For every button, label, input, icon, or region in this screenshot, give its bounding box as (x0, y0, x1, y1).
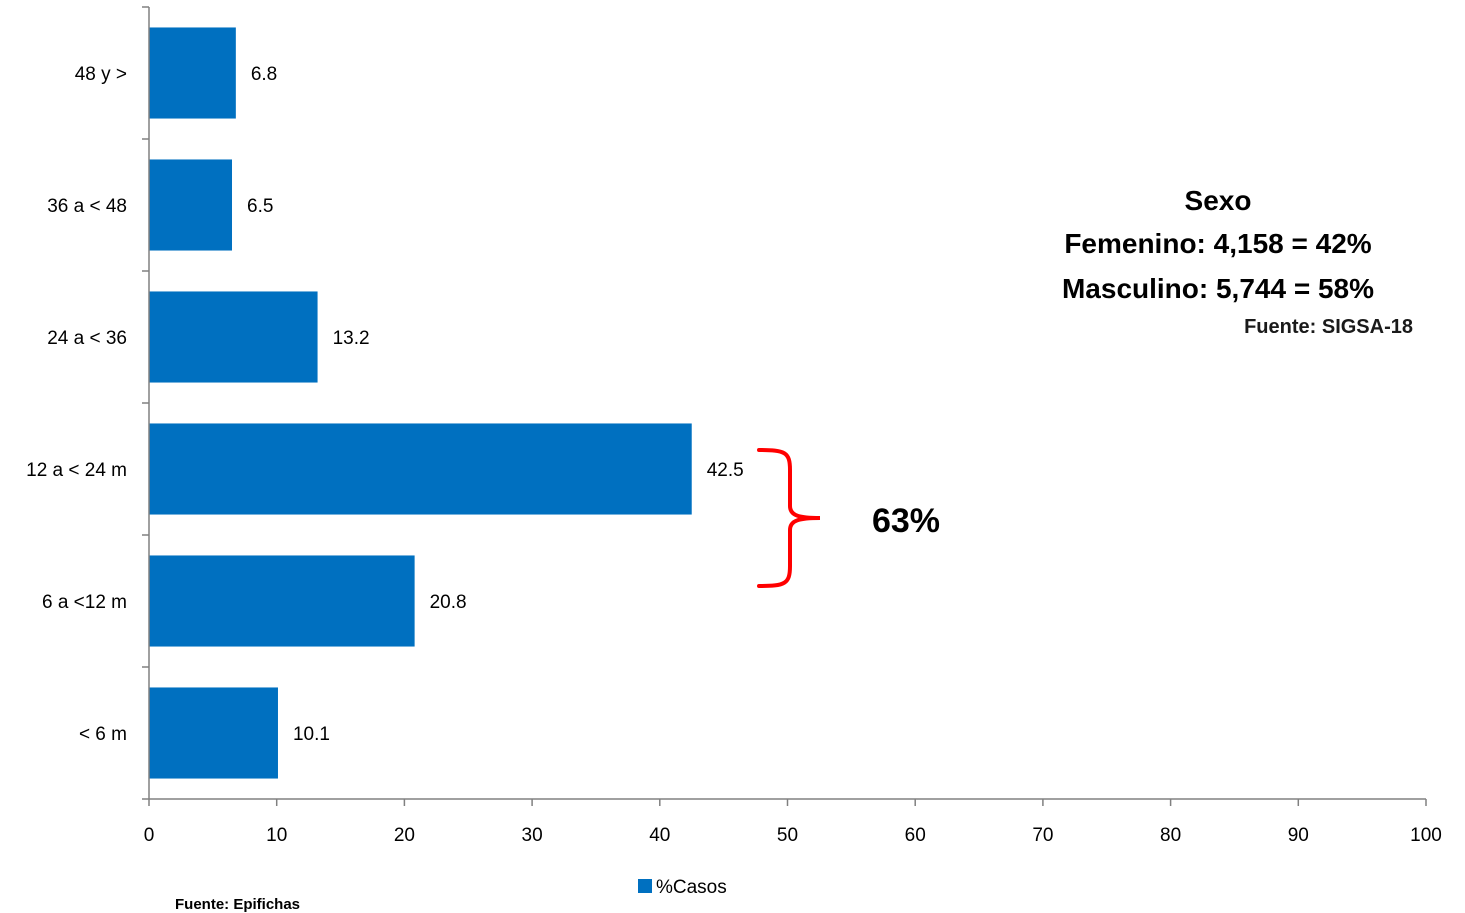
x-tick-label: 40 (649, 825, 670, 846)
brace-shape (757, 448, 821, 588)
brace-percent: 63% (872, 502, 940, 540)
bar (149, 27, 236, 119)
category-label: 36 a < 48 (47, 196, 127, 217)
data-label: 20.8 (430, 592, 467, 613)
category-label: 48 y > (75, 64, 127, 85)
x-tick-label: 80 (1160, 825, 1181, 846)
data-label: 6.5 (247, 196, 273, 217)
x-tick-label: 20 (394, 825, 415, 846)
x-ticks-group: 0 10 20 30 40 50 60 70 80 90 100 (144, 799, 1442, 846)
legend-label: %Casos (656, 877, 727, 898)
x-tick-label: 100 (1410, 825, 1442, 846)
x-tick-label: 50 (777, 825, 798, 846)
category-label: 24 a < 36 (47, 328, 127, 349)
x-tick-label: 90 (1288, 825, 1309, 846)
y-ticks-group (142, 6, 149, 800)
bar (149, 555, 415, 647)
source-right: Fuente: SIGSA-18 (1244, 316, 1413, 338)
sexo-title: Sexo (1185, 185, 1252, 216)
data-label: 10.1 (293, 724, 330, 745)
femenino-stat: Femenino: 4,158 = 42% (1064, 228, 1371, 259)
masculino-stat: Masculino: 5,744 = 58% (1062, 273, 1374, 304)
bar (149, 159, 233, 251)
category-label: < 6 m (79, 724, 127, 745)
category-label: 6 a <12 m (42, 592, 127, 613)
bar (149, 291, 318, 383)
bars-group (149, 27, 692, 779)
bar (149, 687, 278, 779)
legend-swatch (638, 879, 652, 893)
data-label: 13.2 (333, 328, 370, 349)
labels-group: 10.1 < 6 m 20.8 6 a <12 m 42.5 12 a < 24 m 13.… (26, 64, 744, 745)
data-label: 42.5 (707, 460, 744, 481)
x-tick-label: 0 (144, 825, 155, 846)
x-tick-label: 60 (905, 825, 926, 846)
x-tick-label: 10 (266, 825, 287, 846)
x-tick-label: 30 (522, 825, 543, 846)
category-label: 12 a < 24 m (26, 460, 127, 481)
x-tick-label: 70 (1032, 825, 1053, 846)
bar (149, 423, 692, 515)
data-label: 6.8 (251, 64, 277, 85)
axes-group (148, 7, 1426, 800)
source-left: Fuente: Epifichas (175, 896, 300, 913)
